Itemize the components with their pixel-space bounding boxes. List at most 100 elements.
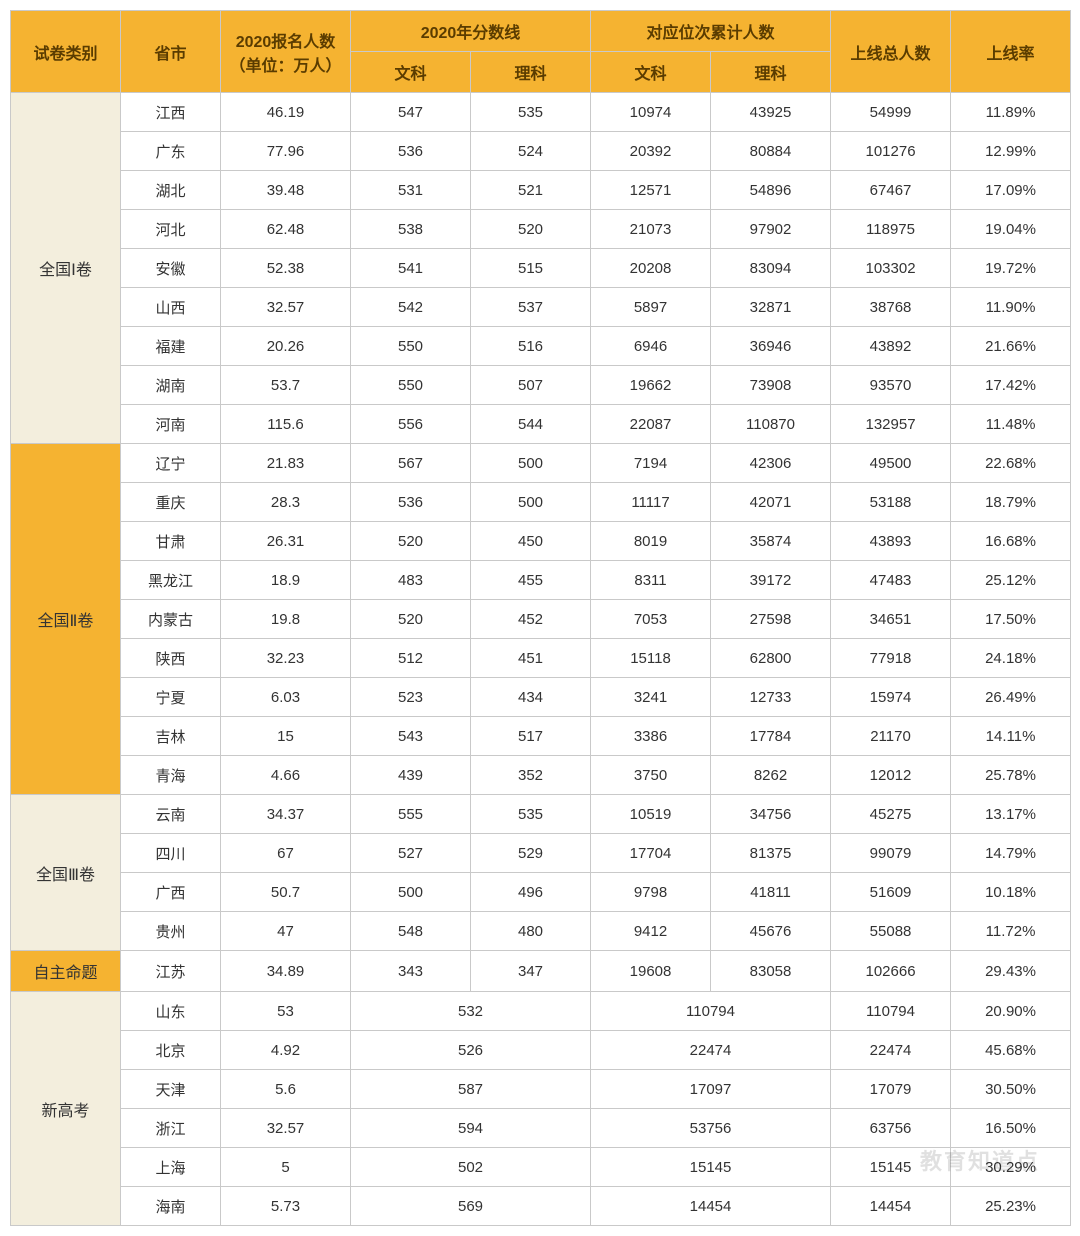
cell-wen-rank: 7194 xyxy=(591,444,711,483)
table-row: 全国Ⅲ卷云南34.3755553510519347564527513.17% xyxy=(11,795,1071,834)
cell-wen-score: 523 xyxy=(351,678,471,717)
cell-wen-score: 555 xyxy=(351,795,471,834)
cell-province: 辽宁 xyxy=(121,444,221,483)
cell-li-rank: 97902 xyxy=(711,210,831,249)
cell-li-score: 451 xyxy=(471,639,591,678)
cell-applicants: 15 xyxy=(221,717,351,756)
cell-total: 55088 xyxy=(831,912,951,951)
cell-li-score: 347 xyxy=(471,951,591,992)
cell-rate: 11.72% xyxy=(951,912,1071,951)
header-rate: 上线率 xyxy=(951,11,1071,93)
cell-rate: 14.11% xyxy=(951,717,1071,756)
group-label: 自主命题 xyxy=(11,951,121,992)
table-row: 青海4.66439352375082621201225.78% xyxy=(11,756,1071,795)
cell-li-rank: 35874 xyxy=(711,522,831,561)
cell-wen-rank: 10519 xyxy=(591,795,711,834)
table-row: 广西50.75004969798418115160910.18% xyxy=(11,873,1071,912)
cell-total: 63756 xyxy=(831,1109,951,1148)
cell-applicants: 46.19 xyxy=(221,93,351,132)
table-row: 广东77.96536524203928088410127612.99% xyxy=(11,132,1071,171)
table-row: 湖北39.4853152112571548966746717.09% xyxy=(11,171,1071,210)
cell-province: 内蒙古 xyxy=(121,600,221,639)
cell-rate: 30.50% xyxy=(951,1070,1071,1109)
cell-li-score: 500 xyxy=(471,483,591,522)
cell-li-rank: 32871 xyxy=(711,288,831,327)
table-row: 浙江32.57594537566375616.50% xyxy=(11,1109,1071,1148)
cell-rate: 12.99% xyxy=(951,132,1071,171)
cell-rate: 45.68% xyxy=(951,1031,1071,1070)
cell-province: 广西 xyxy=(121,873,221,912)
cell-score-merged: 569 xyxy=(351,1187,591,1226)
cell-li-score: 480 xyxy=(471,912,591,951)
cell-rank-merged: 17097 xyxy=(591,1070,831,1109)
cell-province: 云南 xyxy=(121,795,221,834)
cell-rank-merged: 22474 xyxy=(591,1031,831,1070)
cell-wen-rank: 19662 xyxy=(591,366,711,405)
cell-province: 贵州 xyxy=(121,912,221,951)
cell-total: 67467 xyxy=(831,171,951,210)
cell-rate: 22.68% xyxy=(951,444,1071,483)
cell-province: 江苏 xyxy=(121,951,221,992)
header-science-2: 理科 xyxy=(711,52,831,93)
cell-wen-score: 500 xyxy=(351,873,471,912)
cell-total: 34651 xyxy=(831,600,951,639)
cell-total: 21170 xyxy=(831,717,951,756)
cell-wen-score: 527 xyxy=(351,834,471,873)
cell-li-score: 516 xyxy=(471,327,591,366)
cell-applicants: 32.23 xyxy=(221,639,351,678)
cell-applicants: 18.9 xyxy=(221,561,351,600)
cell-li-rank: 39172 xyxy=(711,561,831,600)
cell-total: 103302 xyxy=(831,249,951,288)
table-row: 上海5502151451514530.29% xyxy=(11,1148,1071,1187)
cell-li-score: 500 xyxy=(471,444,591,483)
cell-province: 海南 xyxy=(121,1187,221,1226)
cell-li-rank: 42306 xyxy=(711,444,831,483)
cell-total: 43892 xyxy=(831,327,951,366)
cell-li-score: 524 xyxy=(471,132,591,171)
cell-applicants: 77.96 xyxy=(221,132,351,171)
cell-score-merged: 594 xyxy=(351,1109,591,1148)
cell-li-score: 544 xyxy=(471,405,591,444)
group-label: 全国Ⅲ卷 xyxy=(11,795,121,951)
cell-wen-score: 531 xyxy=(351,171,471,210)
cell-li-rank: 83058 xyxy=(711,951,831,992)
cell-total: 93570 xyxy=(831,366,951,405)
cell-li-rank: 54896 xyxy=(711,171,831,210)
table-header: 试卷类别 省市 2020报名人数 （单位：万人） 2020年分数线 对应位次累计… xyxy=(11,11,1071,93)
cell-applicants: 19.8 xyxy=(221,600,351,639)
cell-applicants: 32.57 xyxy=(221,1109,351,1148)
cell-score-merged: 502 xyxy=(351,1148,591,1187)
cell-province: 天津 xyxy=(121,1070,221,1109)
cell-li-score: 352 xyxy=(471,756,591,795)
table-row: 陕西32.2351245115118628007791824.18% xyxy=(11,639,1071,678)
cell-applicants: 28.3 xyxy=(221,483,351,522)
cell-li-score: 537 xyxy=(471,288,591,327)
cell-li-score: 520 xyxy=(471,210,591,249)
cell-applicants: 5 xyxy=(221,1148,351,1187)
cell-wen-score: 542 xyxy=(351,288,471,327)
cell-wen-score: 520 xyxy=(351,600,471,639)
cell-rank-merged: 15145 xyxy=(591,1148,831,1187)
cell-applicants: 115.6 xyxy=(221,405,351,444)
cell-province: 福建 xyxy=(121,327,221,366)
cell-li-rank: 81375 xyxy=(711,834,831,873)
cell-province: 河北 xyxy=(121,210,221,249)
table-row: 河北62.48538520210739790211897519.04% xyxy=(11,210,1071,249)
cell-wen-score: 538 xyxy=(351,210,471,249)
cell-wen-rank: 7053 xyxy=(591,600,711,639)
cell-rate: 26.49% xyxy=(951,678,1071,717)
cell-wen-rank: 21073 xyxy=(591,210,711,249)
cell-total: 22474 xyxy=(831,1031,951,1070)
cell-wen-rank: 8019 xyxy=(591,522,711,561)
header-rank-people: 对应位次累计人数 xyxy=(591,11,831,52)
cell-wen-rank: 8311 xyxy=(591,561,711,600)
cell-li-rank: 17784 xyxy=(711,717,831,756)
cell-li-rank: 45676 xyxy=(711,912,831,951)
cell-li-rank: 73908 xyxy=(711,366,831,405)
cell-applicants: 52.38 xyxy=(221,249,351,288)
cell-wen-score: 548 xyxy=(351,912,471,951)
cell-li-score: 455 xyxy=(471,561,591,600)
cell-wen-rank: 15118 xyxy=(591,639,711,678)
cell-applicants: 4.66 xyxy=(221,756,351,795)
header-province: 省市 xyxy=(121,11,221,93)
